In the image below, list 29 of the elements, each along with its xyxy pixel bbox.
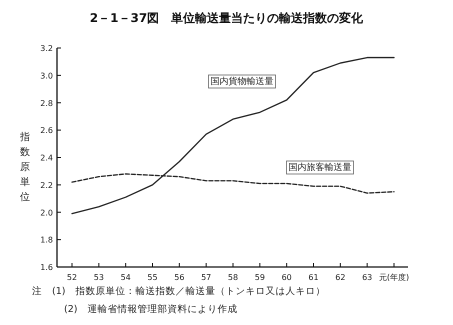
y-tick-label: 2.8	[40, 98, 53, 108]
x-tick-label: 59	[254, 273, 265, 282]
x-tick-label: 52	[66, 273, 78, 282]
y-tick-label: 3.0	[40, 71, 53, 80]
text: (2) 運輸省情報管理部資料により作成	[64, 303, 238, 315]
series-label: 国内貨物輸送量	[210, 76, 274, 87]
line-series	[71, 56, 395, 214]
x-tick-label: 60	[282, 273, 292, 282]
y-axis-title: 指数原単位	[19, 131, 30, 203]
x-tick-label: 58	[228, 273, 238, 282]
series-label: 国内旅客輸送量	[288, 162, 352, 173]
y-tick-label: 2.4	[40, 154, 53, 162]
text: 注 (1) 指数原単位：輸送指数／輸送量（トンキロ又は人キロ）	[32, 285, 326, 297]
chart-title: 2－1－37図 単位輸送量当たりの輸送指数の変化	[90, 11, 364, 25]
x-tick-label: 54	[120, 273, 131, 282]
y-tick-label: 1.6	[40, 263, 53, 272]
y-tick-label: 3.2	[40, 44, 53, 53]
x-tick-label: 元(年度)	[378, 273, 410, 282]
x-tick-label: 55	[147, 273, 158, 282]
y-tick-label: 2.2	[40, 180, 53, 190]
x-tick-label: 63	[362, 273, 372, 282]
x-tick-label: 61	[308, 273, 319, 282]
y-tick-label: 2.6	[40, 126, 53, 136]
y-tick-label: 2.0	[40, 208, 53, 218]
x-tick-label: 57	[201, 273, 212, 282]
x-tick-label: 53	[94, 273, 104, 282]
x-tick-label: 56	[174, 273, 184, 282]
x-tick-label: 62	[335, 273, 346, 282]
y-tick-label: 1.8	[40, 236, 53, 245]
